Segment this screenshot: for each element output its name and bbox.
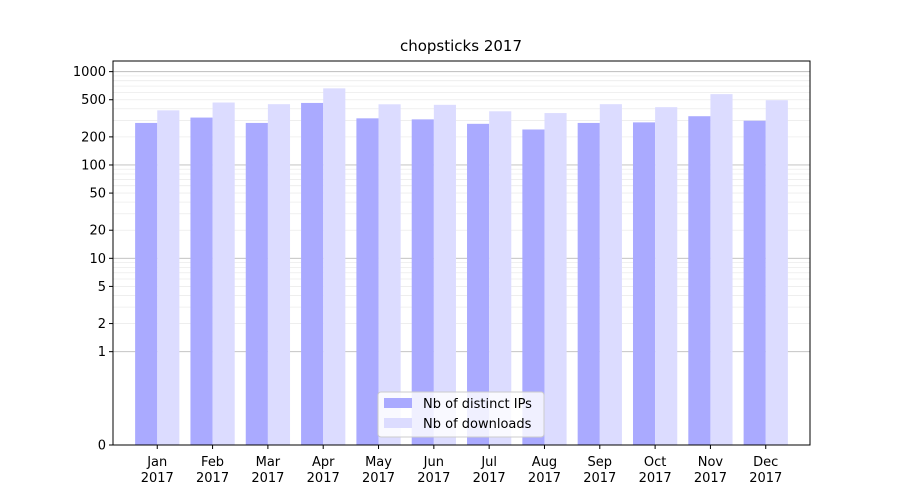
chart-title: chopsticks 2017 — [400, 37, 522, 55]
x-tick-label-line: 2017 — [362, 471, 395, 486]
bar-distinct-ips — [190, 117, 213, 445]
bar-downloads — [544, 113, 567, 445]
bar-downloads — [267, 104, 291, 445]
bar-downloads — [323, 88, 346, 446]
bar-distinct-ips — [577, 122, 600, 445]
x-tick-label-line: Jul — [480, 455, 497, 470]
bar-downloads — [710, 94, 733, 445]
x-tick-label-line: May — [365, 455, 392, 470]
x-tick-label: Dec 2017 — [749, 455, 782, 486]
y-tick-label: 1000 — [73, 65, 106, 80]
bar-distinct-ips — [632, 122, 656, 445]
bar-downloads — [212, 102, 235, 445]
x-tick-label-line: 2017 — [307, 471, 340, 486]
bar-downloads — [433, 104, 456, 445]
x-tick-label: May 2017 — [362, 455, 395, 486]
bar-distinct-ips — [467, 123, 490, 445]
y-tick-label: 500 — [81, 93, 106, 108]
x-tick-label: Oct 2017 — [639, 455, 672, 486]
x-tick-label-line: Nov — [698, 455, 724, 470]
bar-distinct-ips — [245, 122, 268, 445]
y-tick-label: 10 — [89, 252, 106, 267]
legend-swatch — [384, 398, 412, 408]
x-tick-label-line: Mar — [256, 455, 281, 470]
x-tick-label-line: Aug — [532, 455, 557, 470]
x-tick-label-line: Feb — [201, 455, 224, 470]
x-tick-label-line: 2017 — [583, 471, 616, 486]
y-tick-label: 1 — [98, 345, 106, 360]
bar-distinct-ips — [135, 122, 158, 445]
legend-box — [377, 391, 545, 438]
legend-label: Nb of downloads — [423, 417, 532, 432]
x-tick-label-line: 2017 — [749, 471, 782, 486]
x-tick-label-line: 2017 — [528, 471, 561, 486]
bar-distinct-ips — [356, 118, 379, 445]
x-tick-label: Jun 2017 — [417, 455, 450, 486]
bars — [135, 88, 788, 446]
x-tick-label-line: 2017 — [639, 471, 672, 486]
x-tick-label: Aug 2017 — [528, 455, 561, 486]
y-tick-label: 100 — [81, 158, 106, 173]
bar-downloads — [599, 104, 622, 445]
x-tick-label: Jul 2017 — [473, 455, 506, 486]
x-tick-label: Nov 2017 — [694, 455, 727, 486]
x-tick-label-line: Apr — [312, 455, 335, 470]
x-tick-label-line: 2017 — [141, 471, 174, 486]
plot-frame — [112, 60, 811, 446]
legend-label: Nb of distinct IPs — [423, 397, 532, 412]
y-tick-label: 50 — [89, 187, 106, 202]
bar-downloads — [157, 110, 180, 445]
x-tick-label: Apr 2017 — [307, 455, 340, 486]
x-tick-label-line: 2017 — [417, 471, 450, 486]
bar-distinct-ips — [743, 120, 766, 445]
bar-downloads — [378, 104, 401, 445]
y-tick-label: 5 — [98, 280, 106, 295]
x-tick-label-line: Jan — [146, 455, 167, 470]
x-tick-label-line: 2017 — [251, 471, 284, 486]
x-tick-label-line: Dec — [753, 455, 778, 470]
y-tick-label: 0 — [98, 439, 106, 454]
x-tick-label-line: Oct — [644, 455, 666, 470]
y-tick-label: 20 — [89, 224, 106, 239]
x-tick-label-line: 2017 — [694, 471, 727, 486]
bar-downloads — [765, 100, 788, 446]
bar-distinct-ips — [688, 116, 711, 445]
legend: Nb of distinct IPs Nb of downloads — [377, 391, 545, 438]
x-tick-label: Sep 2017 — [583, 455, 616, 486]
bar-distinct-ips — [411, 119, 434, 445]
bar-downloads — [655, 107, 678, 445]
bar-distinct-ips — [301, 102, 324, 445]
x-tick-label-line: 2017 — [473, 471, 506, 486]
legend-swatch — [384, 418, 412, 428]
x-tick-label: Feb 2017 — [196, 455, 229, 486]
x-tick-label-line: 2017 — [196, 471, 229, 486]
y-tick-label: 200 — [81, 130, 106, 145]
bar-distinct-ips — [522, 129, 545, 445]
x-tick-label-line: Sep — [588, 455, 613, 470]
x-tick-label: Jan 2017 — [141, 455, 174, 486]
x-tick-label: Mar 2017 — [251, 455, 284, 486]
x-tick-label-line: Jun — [423, 455, 444, 470]
bar-downloads — [489, 111, 512, 446]
y-tick-label: 2 — [98, 317, 106, 332]
